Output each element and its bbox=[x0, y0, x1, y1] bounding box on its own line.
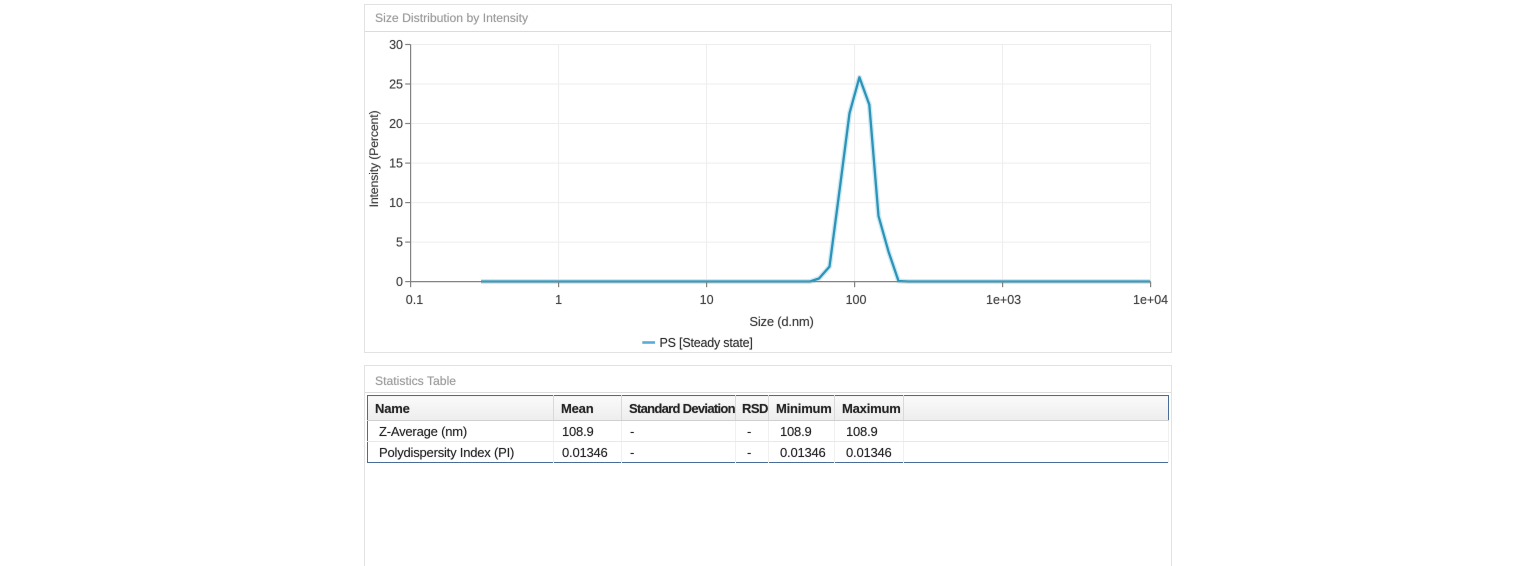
svg-text:0: 0 bbox=[396, 275, 403, 289]
svg-text:1e+03: 1e+03 bbox=[986, 293, 1021, 307]
svg-text:20: 20 bbox=[389, 117, 403, 131]
svg-text:0.1: 0.1 bbox=[406, 293, 423, 307]
svg-text:25: 25 bbox=[389, 78, 403, 92]
svg-text:15: 15 bbox=[389, 157, 403, 171]
svg-text:Size (d.nm): Size (d.nm) bbox=[749, 314, 813, 329]
svg-text:10: 10 bbox=[700, 293, 714, 307]
svg-text:1e+04: 1e+04 bbox=[1133, 293, 1168, 307]
svg-text:100: 100 bbox=[846, 293, 867, 307]
svg-text:5: 5 bbox=[396, 236, 403, 250]
svg-text:30: 30 bbox=[389, 38, 403, 52]
svg-text:10: 10 bbox=[389, 196, 403, 210]
svg-text:Intensity (Percent): Intensity (Percent) bbox=[367, 111, 381, 208]
svg-text:1: 1 bbox=[555, 293, 562, 307]
svg-text:PS [Steady state]: PS [Steady state] bbox=[660, 336, 753, 350]
